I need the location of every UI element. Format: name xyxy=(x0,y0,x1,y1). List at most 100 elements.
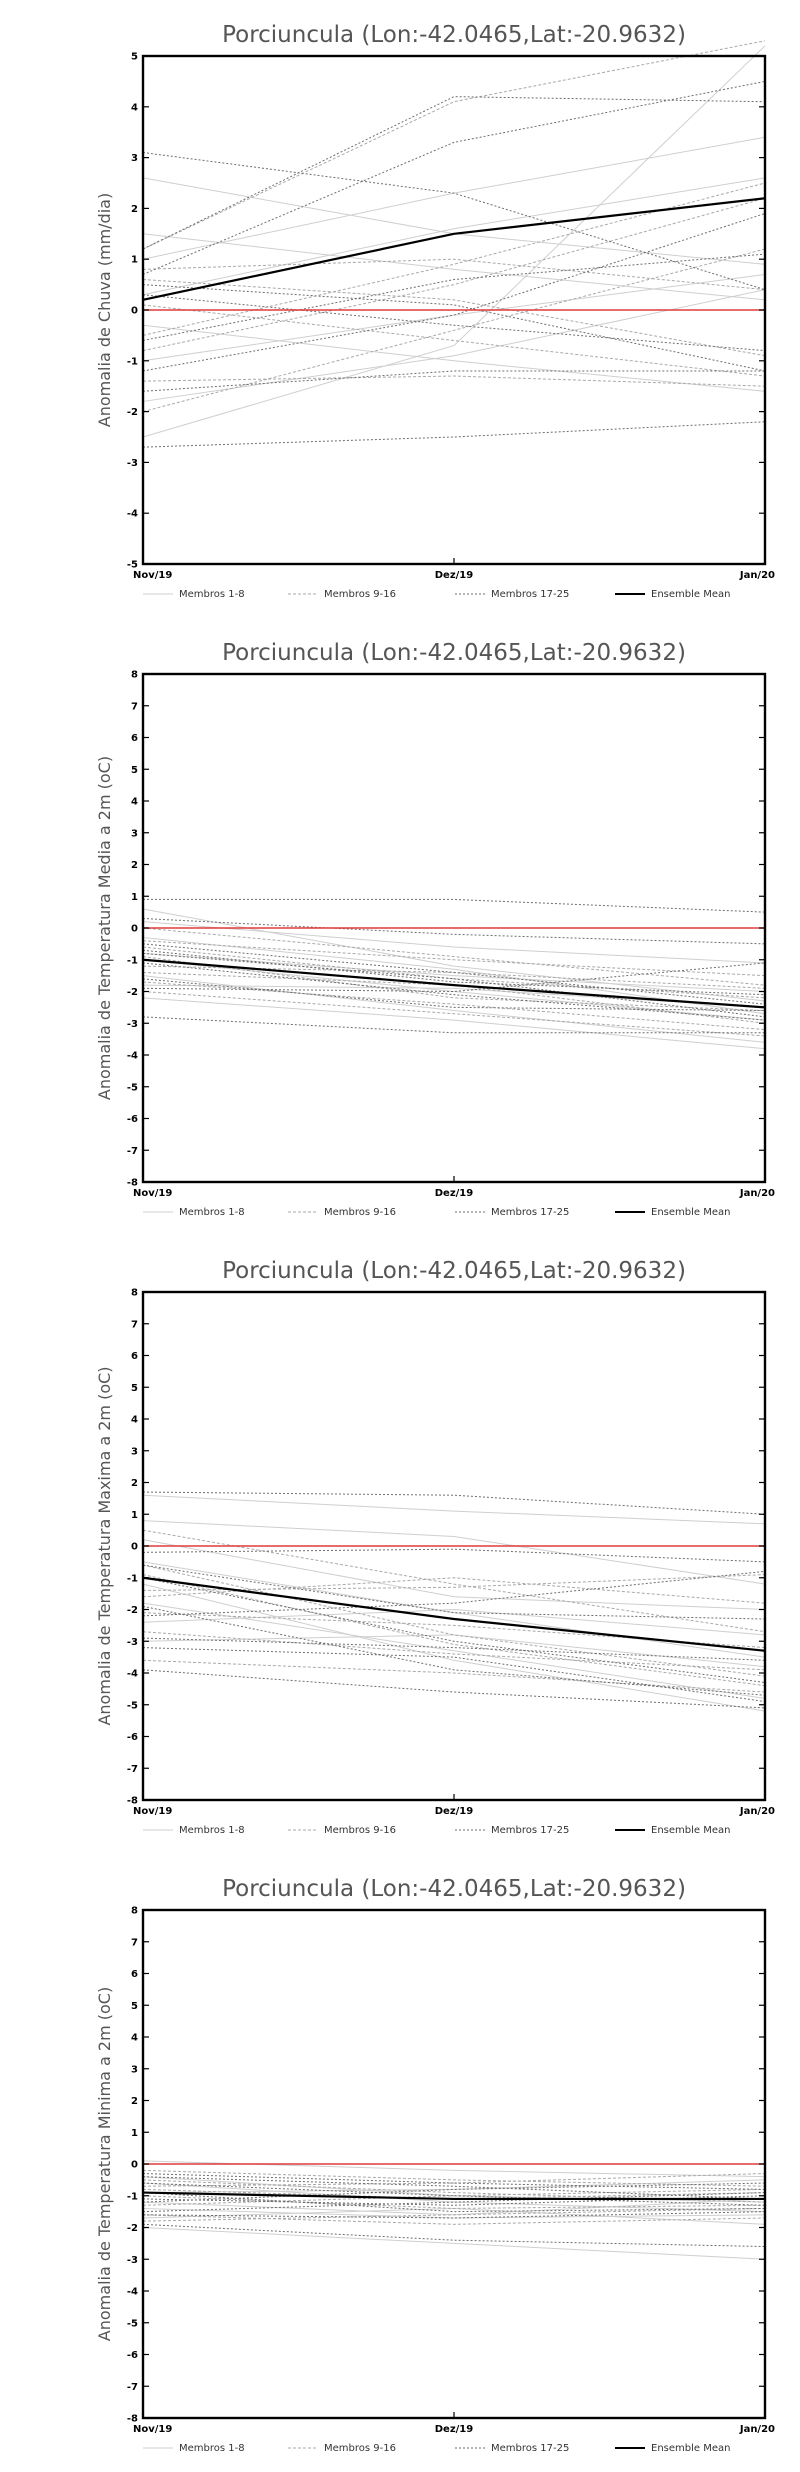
chart-title: Porciuncula (Lon:-42.0465,Lat:-20.9632) xyxy=(222,1876,686,1902)
legend-label-m3: Membros 17-25 xyxy=(491,1207,569,1218)
y-tick-label: -8 xyxy=(127,2414,138,2425)
member-line-m1 xyxy=(142,324,766,392)
ensemble-mean-line xyxy=(142,197,766,301)
y-tick-label: 8 xyxy=(131,1906,138,1917)
y-tick-label: -5 xyxy=(127,560,138,571)
chart-panel-1: Porciuncula (Lon:-42.0465,Lat:-20.9632) A… xyxy=(95,22,775,600)
member-line-m3 xyxy=(142,152,766,291)
chart-title: Porciuncula (Lon:-42.0465,Lat:-20.9632) xyxy=(222,640,686,666)
member-line-m2 xyxy=(142,991,766,1037)
y-tick-label: 4 xyxy=(131,1415,138,1426)
chart-title: Porciuncula (Lon:-42.0465,Lat:-20.9632) xyxy=(222,1258,686,1284)
series-group xyxy=(142,1491,766,1712)
legend-label-mean: Ensemble Mean xyxy=(651,589,730,600)
member-line-m3 xyxy=(142,1016,765,1034)
y-tick-label: 3 xyxy=(131,153,138,164)
chart-legend: Membros 1-8 Membros 9-16 Membros 17-25 Ense… xyxy=(143,1207,730,1218)
y-tick-label: 1 xyxy=(131,2128,138,2139)
member-line-m3 xyxy=(142,952,766,1018)
ensemble-mean-line xyxy=(142,2191,765,2201)
legend-label-m2: Membros 9-16 xyxy=(324,2443,396,2454)
member-line-m1 xyxy=(142,1494,766,1525)
chart-panel-2: Porciuncula (Lon:-42.0465,Lat:-20.9632) A… xyxy=(95,640,775,1218)
member-line-m1 xyxy=(142,2160,766,2178)
member-line-m1 xyxy=(142,289,766,402)
y-tick-label: -5 xyxy=(127,2318,138,2329)
y-tick-label: 0 xyxy=(131,2160,138,2171)
member-line-m2 xyxy=(142,304,766,377)
legend-label-m1: Membros 1-8 xyxy=(179,2443,245,2454)
y-tick-label: 7 xyxy=(131,701,138,712)
y-tick-label: -1 xyxy=(127,955,138,966)
member-line-m2 xyxy=(142,1577,766,1604)
y-tick-label: -4 xyxy=(127,2287,138,2298)
y-tick-label: -2 xyxy=(127,1605,138,1616)
member-line-m1 xyxy=(142,975,766,1043)
y-tick-label: -7 xyxy=(127,1146,138,1157)
y-axis-label: Anomalia de Temperatura Minima a 2m (oC) xyxy=(95,1987,114,2341)
y-tick-label: -1 xyxy=(127,1573,138,1584)
legend-label-m3: Membros 17-25 xyxy=(491,2443,569,2454)
y-tick-label: -2 xyxy=(127,407,138,418)
member-line-m2 xyxy=(142,258,766,291)
y-tick-label: 1 xyxy=(131,892,138,903)
member-line-m2 xyxy=(142,2207,766,2222)
x-tick-label: Dez/19 xyxy=(435,1806,474,1817)
member-line-m3 xyxy=(142,978,766,1012)
member-line-m1 xyxy=(142,1583,766,1712)
member-line-m1 xyxy=(142,177,766,265)
member-line-m2 xyxy=(142,182,766,336)
member-line-m1 xyxy=(142,177,766,296)
y-tick-label: -3 xyxy=(127,2255,138,2266)
member-line-m3 xyxy=(142,213,766,372)
member-line-m3 xyxy=(142,253,766,341)
member-line-m2 xyxy=(142,927,766,986)
member-line-m2 xyxy=(142,248,766,413)
member-line-m2 xyxy=(142,2188,766,2206)
legend-label-m1: Membros 1-8 xyxy=(179,1207,245,1218)
series-group xyxy=(142,898,766,1050)
y-tick-label: 3 xyxy=(131,2064,138,2075)
member-line-m2 xyxy=(142,279,766,357)
chart-legend: Membros 1-8 Membros 9-16 Membros 17-25 Ense… xyxy=(143,2443,730,2454)
y-tick-label: 8 xyxy=(131,1288,138,1299)
y-tick-label: 8 xyxy=(131,670,138,681)
member-line-m1 xyxy=(142,1539,766,1610)
member-line-m1 xyxy=(142,1634,766,1668)
legend-label-m3: Membros 17-25 xyxy=(491,589,569,600)
y-tick-label: 3 xyxy=(131,1446,138,1457)
member-line-m2 xyxy=(142,2173,766,2187)
member-line-m2 xyxy=(142,1631,766,1671)
chart-legend: Membros 1-8 Membros 9-16 Membros 17-25 Ense… xyxy=(143,1825,730,1836)
member-line-m2 xyxy=(142,2169,766,2187)
member-line-m3 xyxy=(143,898,766,913)
x-tick-label: Jan/20 xyxy=(739,1806,775,1817)
y-tick-label: 5 xyxy=(131,52,138,63)
y-tick-label: -3 xyxy=(127,458,138,469)
y-tick-label: 4 xyxy=(131,102,138,113)
member-line-m1 xyxy=(142,2179,766,2194)
member-line-m2 xyxy=(142,981,766,1031)
member-line-m3 xyxy=(142,962,766,1021)
y-tick-label: 0 xyxy=(131,924,138,935)
member-line-m1 xyxy=(142,921,766,964)
member-line-m2 xyxy=(142,956,766,1012)
chart-legend: Membros 1-8 Membros 9-16 Membros 17-25 Ense… xyxy=(143,589,730,600)
y-tick-label: 4 xyxy=(131,797,138,808)
x-tick-label: Jan/20 xyxy=(739,2424,775,2435)
y-tick-label: -1 xyxy=(127,356,138,367)
member-line-m2 xyxy=(142,1529,766,1633)
member-line-m3 xyxy=(142,284,766,372)
y-tick-label: 2 xyxy=(131,204,138,215)
y-tick-label: -4 xyxy=(127,1669,138,1680)
member-line-m3 xyxy=(142,917,766,945)
legend-label-m1: Membros 1-8 xyxy=(179,1825,245,1836)
member-line-m1 xyxy=(142,1608,766,1636)
member-line-m1 xyxy=(142,273,766,362)
y-tick-label: -1 xyxy=(127,2191,138,2202)
member-line-m3 xyxy=(142,1647,766,1703)
y-tick-label: 2 xyxy=(131,1478,138,1489)
member-line-m3 xyxy=(142,1577,766,1684)
member-line-m2 xyxy=(142,1574,766,1591)
member-line-m3 xyxy=(142,943,766,1005)
